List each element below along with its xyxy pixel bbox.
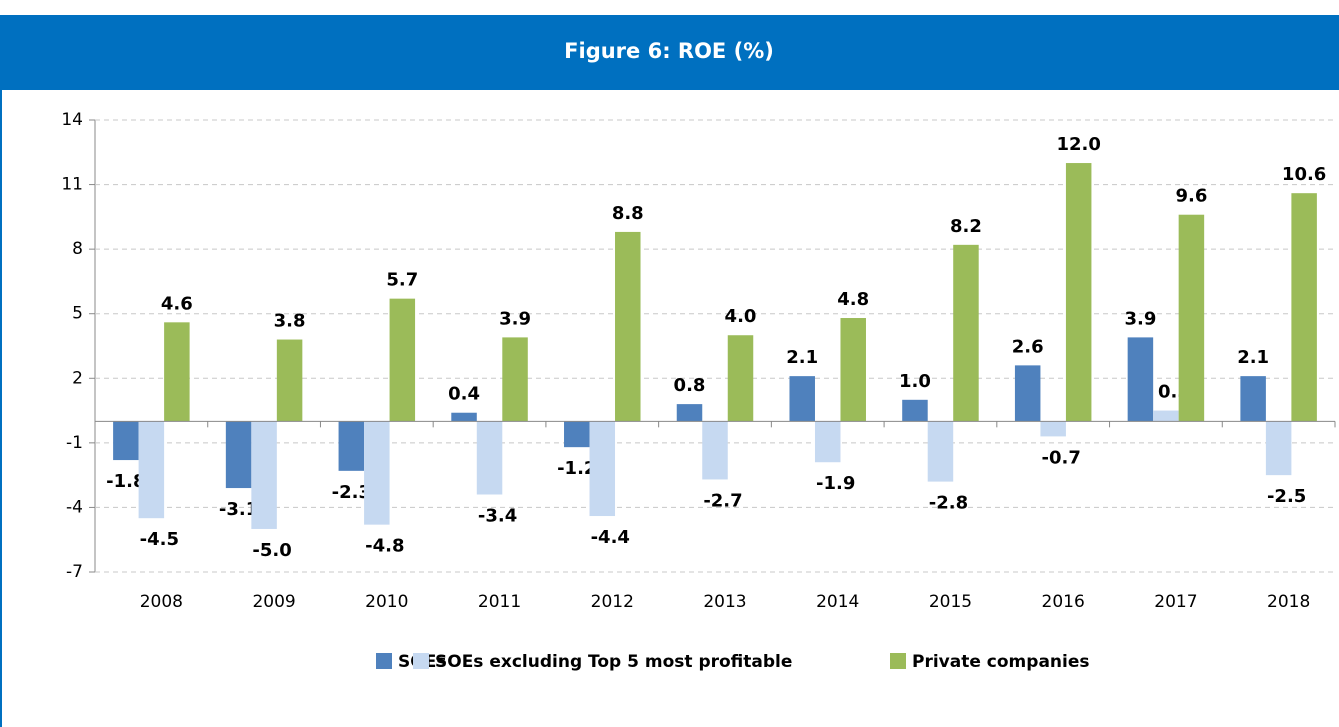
legend-label: Private companies: [912, 652, 1090, 672]
bar: [225, 421, 252, 489]
data-label: -3.1: [219, 499, 258, 520]
x-tick-label: 2013: [703, 592, 746, 612]
data-label: -5.0: [252, 540, 291, 561]
bar: [589, 421, 616, 517]
bar: [338, 421, 365, 471]
bar: [953, 244, 979, 422]
x-tick-label: 2008: [140, 592, 183, 612]
legend-swatch: [413, 653, 429, 669]
bar: [927, 421, 954, 482]
bar: [1127, 337, 1154, 422]
bar: [840, 318, 866, 422]
bar: [676, 404, 703, 422]
x-tick-label: 2018: [1267, 592, 1310, 612]
chart-title: Figure 6: ROE (%): [564, 39, 774, 63]
bar: [902, 399, 928, 422]
x-tick-label: 2010: [365, 592, 408, 612]
legend-label: SOEs excluding Top 5 most profitable: [435, 652, 792, 672]
data-label: -2.7: [703, 490, 742, 511]
data-label: -4.4: [591, 527, 630, 548]
bar: [564, 421, 590, 448]
y-tick-label: 8: [72, 239, 83, 259]
data-label: 10.6: [1282, 164, 1326, 185]
bar: [1153, 410, 1179, 422]
bar: [1065, 163, 1092, 422]
data-label: 8.2: [950, 216, 982, 237]
data-label: 1.0: [899, 371, 931, 392]
bar: [702, 421, 728, 480]
x-tick-label: 2017: [1154, 592, 1197, 612]
data-label: 8.8: [612, 203, 644, 224]
x-tick-label: 2016: [1042, 592, 1085, 612]
data-label: 2.6: [1012, 336, 1044, 357]
x-tick-label: 2012: [591, 592, 634, 612]
data-label: 3.9: [1124, 308, 1156, 329]
bar: [476, 421, 503, 495]
bar: [251, 421, 277, 529]
bar: [1265, 421, 1292, 476]
bar: [789, 376, 815, 422]
data-label: 4.8: [837, 289, 869, 310]
bar: [615, 231, 641, 422]
y-tick-label: -4: [66, 497, 83, 517]
legend-swatch: [890, 653, 906, 669]
bar: [276, 339, 303, 422]
bar: [389, 298, 416, 422]
bar: [113, 421, 139, 461]
data-label: -4.8: [365, 536, 404, 557]
data-label: -2.5: [1267, 486, 1306, 507]
y-tick-label: 5: [72, 304, 83, 324]
bar: [727, 335, 754, 422]
data-label: -1.9: [816, 473, 855, 494]
y-tick-label: 14: [61, 110, 83, 130]
x-tick-label: 2015: [929, 592, 972, 612]
y-tick-label: 2: [72, 368, 83, 388]
legend-swatch: [376, 653, 392, 669]
x-tick-label: 2014: [816, 592, 859, 612]
data-label: 4.6: [161, 293, 193, 314]
bar: [364, 421, 390, 525]
data-label: 2.1: [1237, 347, 1269, 368]
data-label: -0.7: [1042, 447, 1081, 468]
x-tick-label: 2011: [478, 592, 521, 612]
data-label: -1.8: [106, 471, 145, 492]
bar: [502, 337, 528, 422]
data-label: -1.2: [557, 458, 596, 479]
bar: [138, 421, 165, 519]
x-tick-label: 2009: [252, 592, 295, 612]
data-label: 2.1: [786, 347, 818, 368]
data-label: 5.7: [386, 270, 418, 291]
bar: [1291, 193, 1317, 422]
bar: [1014, 365, 1041, 422]
data-label: 0.4: [448, 384, 480, 405]
data-label: 3.9: [499, 308, 531, 329]
y-tick-label: -7: [66, 562, 83, 582]
data-label: 9.6: [1175, 186, 1207, 207]
bar: [164, 322, 190, 422]
header-bar: [0, 15, 1339, 90]
y-tick-label: 11: [61, 175, 83, 195]
bar: [451, 412, 477, 422]
bar: [814, 421, 841, 463]
data-label: -2.3: [332, 482, 371, 503]
y-tick-label: -1: [66, 433, 83, 453]
data-label: 4.0: [725, 306, 757, 327]
bar: [1240, 376, 1266, 422]
data-label: 12.0: [1056, 134, 1100, 155]
data-label: 3.8: [274, 311, 306, 332]
data-label: -3.4: [478, 506, 517, 527]
data-label: -2.8: [929, 493, 968, 514]
bar: [1178, 214, 1205, 422]
data-label: -4.5: [140, 529, 179, 550]
bar: [1040, 421, 1066, 437]
data-label: 0.8: [674, 375, 706, 396]
